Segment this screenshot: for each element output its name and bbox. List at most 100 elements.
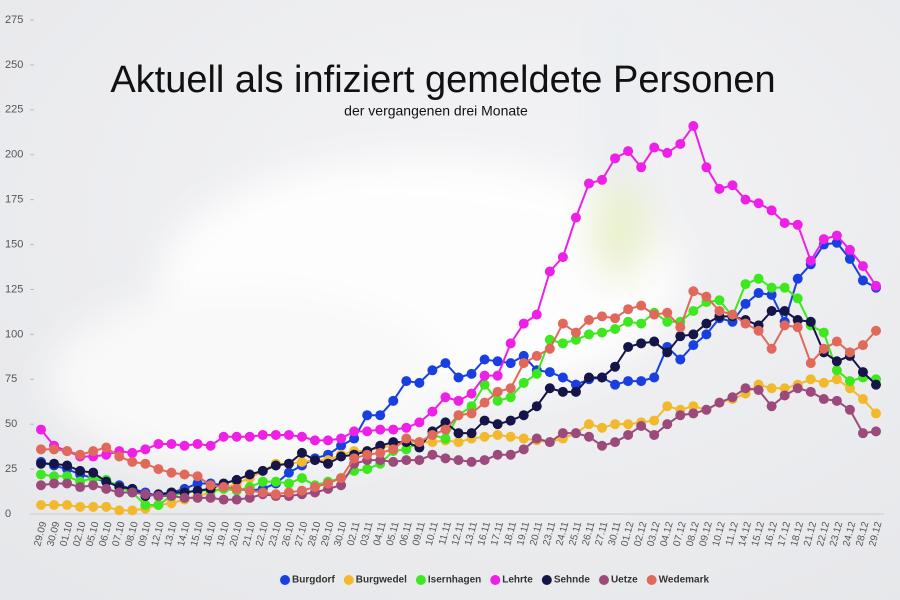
data-point <box>36 458 46 469</box>
data-point <box>62 446 73 457</box>
y-tick-label: 200 <box>5 149 23 161</box>
data-point <box>714 306 725 317</box>
data-point <box>166 438 177 449</box>
data-point <box>844 244 855 255</box>
data-point <box>88 467 99 478</box>
data-point <box>375 410 386 421</box>
data-point <box>610 153 621 164</box>
data-point <box>401 376 412 387</box>
data-point <box>857 275 868 286</box>
data-point <box>401 455 412 466</box>
data-point <box>610 379 621 390</box>
data-point <box>88 480 99 491</box>
data-point <box>701 404 712 415</box>
data-point <box>675 354 686 365</box>
data-point <box>531 368 542 379</box>
data-point <box>62 460 73 471</box>
data-point <box>192 485 203 496</box>
data-point <box>336 451 347 462</box>
data-point <box>49 500 60 511</box>
data-point <box>649 429 660 440</box>
data-point <box>779 306 790 317</box>
data-point <box>362 464 373 475</box>
data-point <box>714 295 725 306</box>
data-point <box>505 392 516 403</box>
data-point <box>623 304 634 315</box>
data-point <box>623 419 634 430</box>
data-point <box>453 410 464 421</box>
data-point <box>753 385 764 396</box>
data-point <box>127 447 138 458</box>
data-point <box>309 435 320 446</box>
data-point <box>192 492 203 503</box>
data-point <box>270 489 281 500</box>
data-point <box>831 374 842 385</box>
data-point <box>766 401 777 412</box>
data-point <box>401 433 412 444</box>
data-point <box>349 433 360 444</box>
data-point <box>701 329 712 340</box>
data-point <box>871 325 881 336</box>
data-point <box>166 498 177 509</box>
data-point <box>427 437 438 448</box>
data-point <box>818 234 829 245</box>
data-point <box>231 431 242 442</box>
data-point <box>153 500 164 511</box>
legend-label: Burgwedel <box>356 575 407 586</box>
data-point <box>610 437 621 448</box>
data-point <box>349 426 360 437</box>
data-point <box>75 482 86 493</box>
data-point <box>597 440 608 451</box>
data-point <box>453 372 464 383</box>
data-point <box>375 455 386 466</box>
data-point <box>857 428 868 439</box>
legend-marker <box>415 575 426 585</box>
data-point <box>518 318 529 329</box>
y-tick-label: 50 <box>5 418 17 430</box>
data-point <box>62 500 73 511</box>
data-point <box>466 368 477 379</box>
data-point <box>583 372 594 383</box>
legend-label: Isernhagen <box>428 575 481 586</box>
data-point <box>101 483 112 494</box>
data-point <box>805 358 816 369</box>
data-point <box>309 455 320 466</box>
data-point <box>492 356 503 367</box>
data-point <box>688 401 699 412</box>
y-tick-label: 175 <box>5 194 23 206</box>
data-point <box>597 422 608 433</box>
data-point <box>857 367 868 378</box>
data-point <box>140 489 151 500</box>
data-point <box>218 494 229 505</box>
data-point <box>570 386 581 397</box>
data-point <box>779 217 790 228</box>
data-point <box>570 327 581 338</box>
y-tick-label: 25 <box>5 463 17 475</box>
data-point <box>779 390 790 401</box>
data-point <box>844 347 855 358</box>
data-point <box>610 419 621 430</box>
y-tick-label: 125 <box>5 283 23 295</box>
data-point <box>388 456 399 467</box>
data-point <box>518 410 529 421</box>
data-point <box>427 449 438 460</box>
legend-marker <box>490 575 501 585</box>
data-point <box>570 212 581 223</box>
data-point <box>597 311 608 322</box>
legend-label: Burgdorf <box>292 575 335 586</box>
data-point <box>844 383 855 394</box>
data-point <box>492 386 503 397</box>
data-point <box>610 323 621 334</box>
data-point <box>662 316 673 327</box>
data-point <box>49 444 60 455</box>
data-point <box>283 458 294 469</box>
data-point <box>414 437 425 448</box>
data-point <box>127 487 138 498</box>
data-point <box>492 419 503 430</box>
data-point <box>336 480 347 491</box>
data-point <box>597 372 608 383</box>
data-point <box>127 505 138 516</box>
data-point <box>531 309 542 320</box>
data-point <box>740 298 751 309</box>
